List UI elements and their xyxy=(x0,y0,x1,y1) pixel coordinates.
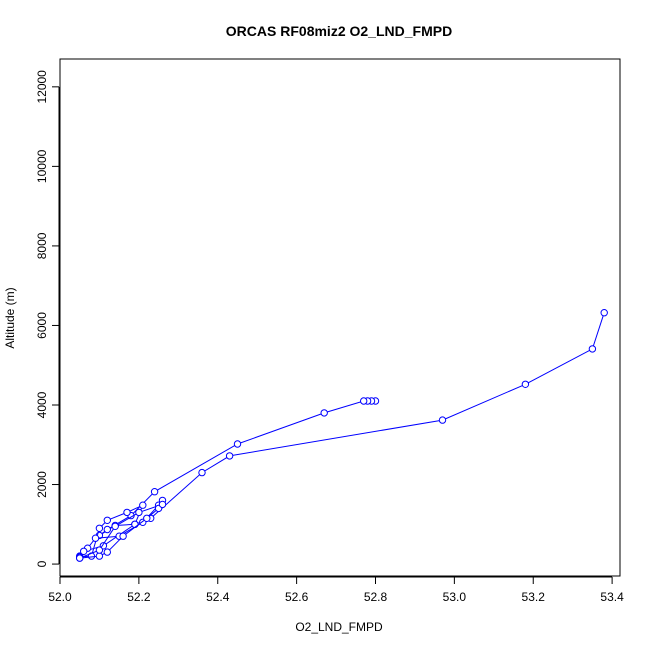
y-tick-label: 8000 xyxy=(35,232,49,259)
data-point xyxy=(588,345,597,353)
x-tick-label: 53.0 xyxy=(443,590,467,604)
x-tick-label: 52.2 xyxy=(127,590,151,604)
data-point xyxy=(320,409,328,417)
data-point xyxy=(225,452,234,460)
data-point xyxy=(135,508,143,517)
data-point xyxy=(76,554,84,562)
data-point xyxy=(139,501,147,509)
data-point xyxy=(143,514,151,522)
data-point xyxy=(521,380,530,388)
data-point xyxy=(198,468,206,477)
data-point xyxy=(233,440,242,448)
data-point xyxy=(103,525,112,534)
data-point xyxy=(119,532,127,540)
series-line-2 xyxy=(79,500,163,558)
data-point xyxy=(600,309,608,317)
data-point xyxy=(95,552,104,560)
series-line-1 xyxy=(99,312,605,536)
y-axis: 0 2000 4000 6000 8000 10000 12000 xyxy=(35,70,60,567)
x-tick-label: 52.8 xyxy=(364,590,388,604)
plot-frame xyxy=(59,58,621,577)
data-point xyxy=(111,522,119,530)
y-tick-label: 2000 xyxy=(35,471,49,498)
x-tick-label: 52.4 xyxy=(206,590,230,604)
y-tick-label: 12000 xyxy=(35,70,49,104)
series-line-3 xyxy=(79,503,163,559)
x-tick-label: 53.4 xyxy=(600,590,624,604)
data-point xyxy=(91,534,100,542)
data-point xyxy=(131,520,139,528)
data-point xyxy=(123,508,131,517)
x-axis: 52.0 52.2 52.4 52.6 52.8 53.0 53.2 53.4 xyxy=(48,576,624,604)
data-point xyxy=(103,548,112,556)
data-point xyxy=(95,524,104,532)
x-tick-label: 53.2 xyxy=(522,590,546,604)
y-tick-label: 0 xyxy=(35,560,49,567)
data-point xyxy=(150,488,159,496)
y-tick-label: 4000 xyxy=(35,391,49,418)
y-axis-label: Altitude (m) xyxy=(3,287,17,348)
data-point xyxy=(80,547,88,555)
data-point xyxy=(438,416,447,424)
x-axis-label: O2_LND_FMPD xyxy=(295,620,383,634)
chart-title: ORCAS RF08miz2 O2_LND_FMPD xyxy=(226,23,452,39)
x-tick-label: 52.0 xyxy=(48,590,72,604)
data-point xyxy=(158,500,167,509)
y-tick-label: 6000 xyxy=(35,312,49,339)
y-tick-label: 10000 xyxy=(35,149,49,183)
data-point xyxy=(103,516,112,524)
data-point xyxy=(95,546,104,554)
series-layer xyxy=(76,309,608,562)
x-tick-label: 52.6 xyxy=(285,590,309,604)
data-point xyxy=(360,397,368,405)
